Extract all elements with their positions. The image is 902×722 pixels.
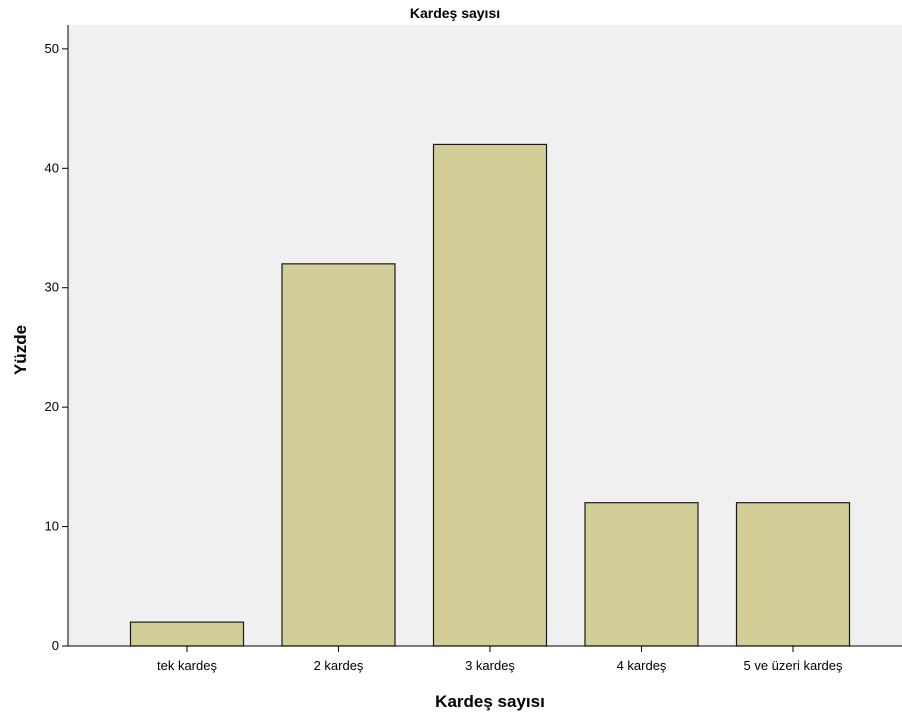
x-tick-label: tek kardeş	[157, 658, 217, 673]
bars-group	[129, 143, 851, 647]
y-tick-label: 0	[52, 638, 59, 653]
y-tick-label: 50	[45, 41, 59, 56]
y-tick-label: 10	[45, 519, 59, 534]
bar-2	[281, 263, 396, 647]
y-axis: 0 10 20 30 40 50	[45, 25, 69, 653]
chart-title: Kardeş sayısı	[410, 5, 500, 21]
y-tick-label: 40	[45, 160, 59, 175]
x-axis: tek kardeş 2 kardeş 3 kardeş 4 kardeş 5 ve ü…	[68, 645, 902, 673]
y-axis-title: Yüzde	[11, 325, 30, 375]
x-tick-label: 5 ve üzeri kardeş	[744, 658, 843, 673]
x-tick-label: 3 kardeş	[465, 658, 515, 673]
y-tick-label: 30	[45, 280, 59, 295]
bar-4	[584, 502, 699, 647]
x-tick-label: 2 kardeş	[314, 658, 364, 673]
bar-5	[735, 502, 851, 647]
bar-3	[432, 143, 548, 647]
y-tick-label: 20	[45, 399, 59, 414]
x-axis-title: Kardeş sayısı	[435, 692, 545, 711]
bar-1	[129, 621, 245, 647]
x-tick-label: 4 kardeş	[617, 658, 667, 673]
